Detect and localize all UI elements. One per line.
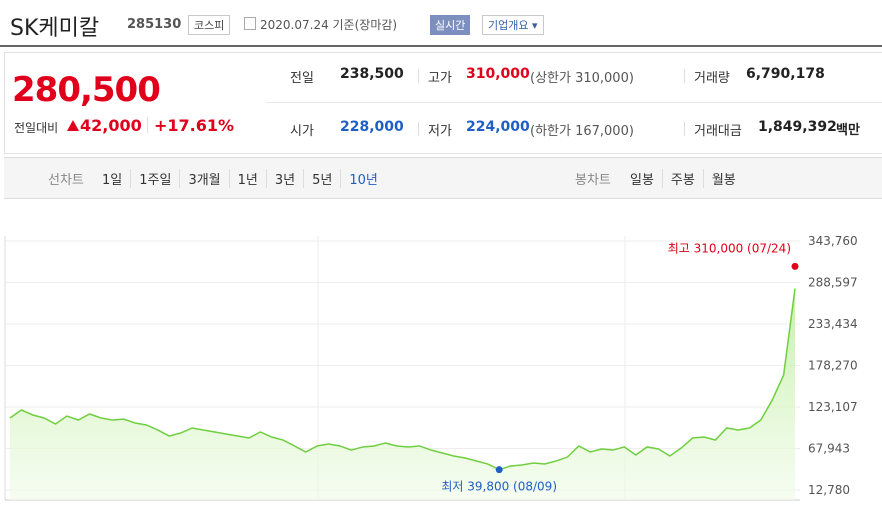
company-info: 기업개요 xyxy=(488,19,529,32)
y-tick-label: 233,434 xyxy=(808,317,858,331)
stat-note: (하한가 167,000) xyxy=(530,124,634,139)
period-tab[interactable]: 3년 xyxy=(265,169,303,188)
stock-name: SK케미칼 xyxy=(10,16,100,41)
calendar-icon xyxy=(244,17,256,30)
period-tab[interactable]: 주봉 xyxy=(661,169,703,188)
candle-periods: 일봉 주봉 월봉 xyxy=(622,169,744,188)
realtime-badge[interactable]: 실시간 xyxy=(430,15,471,35)
period-tab[interactable]: 일봉 xyxy=(630,173,654,188)
area xyxy=(10,288,795,500)
up-triangle xyxy=(67,120,79,131)
annotation-label: 최고 310,000 (07/24) xyxy=(668,241,791,255)
stat-value: 310,000 xyxy=(466,66,530,82)
y-tick-label: 288,597 xyxy=(808,275,858,289)
stock-code: 285130 xyxy=(127,17,182,32)
stat-value: 6,790,178 xyxy=(746,66,825,82)
candle-chart-label: 봉차트 xyxy=(575,173,611,188)
annotation-label: 최저 39,800 (08/09) xyxy=(441,480,557,494)
stat-label: 거래대금 xyxy=(694,124,742,139)
stat-unit: 백만 xyxy=(836,123,860,138)
y-tick-label: 178,270 xyxy=(808,359,858,373)
change-pct: +17.61% xyxy=(154,116,235,135)
period-tab[interactable]: 3개월 xyxy=(179,169,228,188)
price-box xyxy=(4,52,267,154)
y-tick-label: 12,780 xyxy=(808,483,850,497)
line xyxy=(9,288,796,471)
stat-label: 시가 xyxy=(290,124,314,139)
change: 42,000 xyxy=(80,116,142,135)
y-tick-label: 67,943 xyxy=(808,442,850,456)
change-label: 전일대비 xyxy=(14,121,59,135)
period-tab[interactable]: 1년 xyxy=(228,169,266,188)
market-badge: 코스피 xyxy=(188,15,231,35)
stat-divider xyxy=(684,122,685,136)
line-chart-label: 선차트 xyxy=(48,173,84,188)
company-info-button[interactable]: 기업개요 ▾ xyxy=(482,15,544,35)
annotation-dot xyxy=(791,262,799,270)
annotation-dot xyxy=(495,466,503,474)
y-tick-label: 123,107 xyxy=(808,400,858,414)
stat-label: 저가 xyxy=(428,124,452,139)
divider xyxy=(147,117,148,133)
period-tab[interactable]: 월봉 xyxy=(702,169,744,188)
tab-bar xyxy=(4,157,882,199)
stat-value: 228,000 xyxy=(340,119,404,135)
stat-label: 고가 xyxy=(428,71,452,86)
stat-label: 거래량 xyxy=(694,71,730,86)
period-tab[interactable]: 1일 xyxy=(102,173,123,188)
stat-divider xyxy=(684,69,685,83)
period-tab[interactable]: 5년 xyxy=(303,169,340,188)
separator xyxy=(0,45,882,47)
line-periods: 1일 1주일 3개월 1년 3년 5년 10년 xyxy=(94,169,386,188)
row-divider xyxy=(266,102,882,103)
stat-value: 238,500 xyxy=(340,66,404,82)
period-tab[interactable]: 1주일 xyxy=(130,169,179,188)
stats-box xyxy=(266,52,882,154)
period-tab[interactable]: 10년 xyxy=(340,169,386,188)
current-price: 280,500 xyxy=(12,70,161,110)
stat-value: 1,849,392 xyxy=(758,119,837,135)
stat-label: 전일 xyxy=(290,71,314,86)
stat-note: (상한가 310,000) xyxy=(530,71,634,86)
y-tick-label: 343,760 xyxy=(808,234,858,248)
stat-divider xyxy=(418,69,419,83)
stat-divider xyxy=(418,122,419,136)
stat-value: 224,000 xyxy=(466,119,530,135)
date: 2020.07.24 기준(장마감) xyxy=(260,18,398,32)
chart: 343,760 288,597 233,434 178,270 123,107 67,94… xyxy=(4,234,858,501)
